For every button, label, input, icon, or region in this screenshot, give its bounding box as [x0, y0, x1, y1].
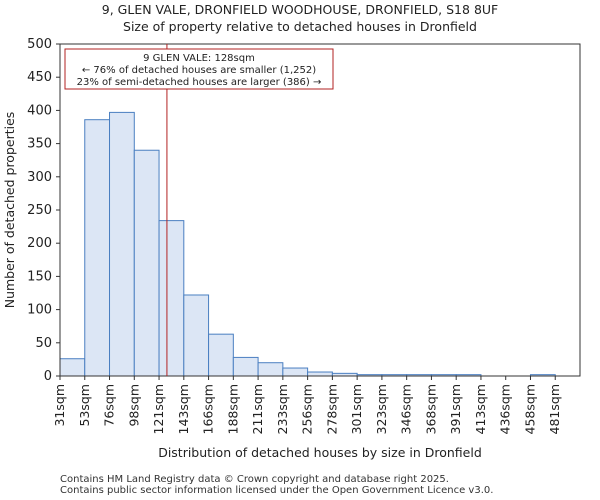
- bar: [59, 358, 86, 377]
- x-tick-label: 458sqm: [522, 384, 537, 434]
- annotation-line: 9 GLEN VALE: 128sqm: [143, 53, 255, 64]
- x-tick-label: 256sqm: [300, 384, 315, 434]
- bar-chart: 0 50 100 150 200 250 300 350 400 450 500 31sqm 53sqm…: [2, 37, 581, 460]
- x-tick-label: 301sqm: [349, 384, 364, 434]
- bar: [232, 356, 259, 377]
- bar: [109, 111, 135, 377]
- y-tick-label: 300: [27, 170, 52, 185]
- y-tick-label: 100: [27, 303, 52, 318]
- x-tick-label: 188sqm: [225, 384, 240, 434]
- bar: [158, 220, 185, 377]
- y-tick-label: 500: [27, 37, 52, 52]
- y-tick-label: 450: [27, 70, 52, 85]
- chart-title: 9, GLEN VALE, DRONFIELD WOODHOUSE, DRONF…: [101, 2, 499, 17]
- x-tick-label: 233sqm: [275, 384, 290, 434]
- y-tick-label: 50: [35, 336, 52, 351]
- y-tick-label: 400: [27, 103, 52, 118]
- annotation-line: ← 76% of detached houses are smaller (1,…: [82, 65, 316, 76]
- footer-copyright: Contains HM Land Registry data © Crown c…: [60, 474, 449, 485]
- bar: [208, 333, 234, 377]
- x-tick-label: 166sqm: [201, 384, 216, 434]
- bar: [133, 149, 160, 377]
- x-axis-title: Distribution of detached houses by size …: [158, 445, 482, 460]
- x-tick-label: 76sqm: [102, 384, 117, 427]
- x-tick-label: 413sqm: [473, 384, 488, 434]
- bar: [307, 371, 333, 377]
- y-tick-label: 0: [44, 369, 52, 384]
- chart-subtitle: Size of property relative to detached ho…: [123, 19, 477, 34]
- annotation-line: 23% of semi-detached houses are larger (…: [77, 77, 322, 88]
- bar: [282, 367, 309, 377]
- x-tick-label: 368sqm: [423, 384, 438, 434]
- x-tick-label: 121sqm: [151, 384, 166, 434]
- x-tick-label: 31sqm: [52, 384, 67, 427]
- bar: [257, 362, 284, 377]
- x-tick-label: 211sqm: [250, 384, 265, 434]
- y-tick-label: 200: [27, 236, 52, 251]
- x-tick-label: 323sqm: [374, 384, 389, 434]
- y-axis-title: Number of detached properties: [2, 112, 17, 309]
- x-tick-label: 481sqm: [547, 384, 562, 434]
- x-tick-label: 53sqm: [77, 384, 92, 427]
- x-tick-label: 346sqm: [399, 384, 414, 434]
- y-tick-label: 350: [27, 137, 52, 152]
- x-tick-label: 436sqm: [498, 384, 513, 434]
- bar: [183, 294, 210, 377]
- y-tick-label: 150: [27, 269, 52, 284]
- x-tick-label: 98sqm: [126, 384, 141, 427]
- footer-licence: Contains public sector information licen…: [60, 485, 494, 496]
- bar: [84, 119, 111, 377]
- x-tick-label: 143sqm: [176, 384, 191, 434]
- y-tick-label: 250: [27, 203, 52, 218]
- x-tick-label: 391sqm: [448, 384, 463, 434]
- annotation-box: [64, 48, 334, 90]
- x-tick-label: 278sqm: [324, 384, 339, 434]
